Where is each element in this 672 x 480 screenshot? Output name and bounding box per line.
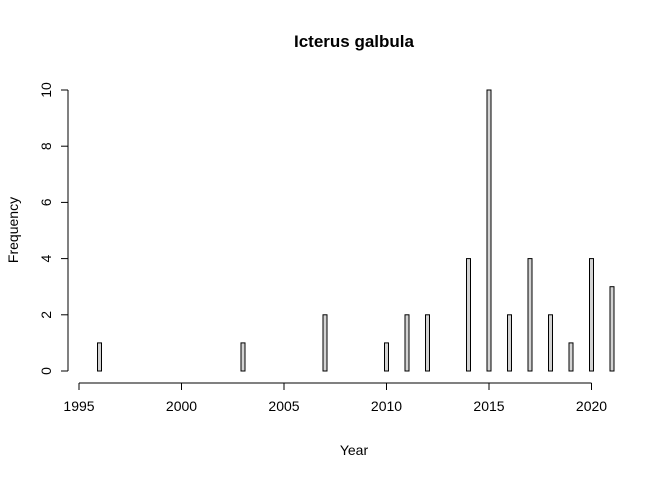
y-tick-label-0: 0 [38, 367, 54, 375]
x-axis: 1995 2000 2005 2010 2015 2020 [63, 382, 607, 414]
x-tick-label-1995: 1995 [63, 398, 94, 414]
x-tick-label-2005: 2005 [268, 398, 299, 414]
x-axis-label: Year [340, 442, 369, 458]
x-tick-label-2020: 2020 [576, 398, 607, 414]
bar-2016 [507, 314, 512, 372]
chart-title: Icterus galbula [294, 32, 415, 51]
y-tick-label-6: 6 [38, 198, 54, 206]
bar-2012 [425, 314, 430, 372]
bar-2010 [384, 342, 389, 372]
y-tick-label-10: 10 [38, 82, 54, 98]
x-tick-label-2015: 2015 [473, 398, 504, 414]
bar-2014 [466, 258, 471, 372]
bar-2011 [404, 314, 410, 372]
bar-2003 [240, 342, 246, 372]
bar-2021 [609, 286, 615, 372]
bar-2018 [548, 314, 553, 372]
bar-2015 [486, 89, 492, 372]
bar-2019 [568, 342, 574, 372]
bar-1996 [97, 342, 102, 372]
y-tick-label-8: 8 [38, 142, 54, 150]
y-axis-label: Frequency [5, 197, 21, 263]
bar-2007 [322, 314, 328, 372]
x-tick-label-2010: 2010 [371, 398, 402, 414]
y-tick-label-2: 2 [38, 311, 54, 319]
x-tick-label-2000: 2000 [166, 398, 197, 414]
bar-2020 [589, 258, 594, 372]
y-tick-label-4: 4 [38, 254, 54, 262]
y-axis: 0 2 4 6 8 10 [38, 82, 69, 375]
bar-2017 [527, 258, 533, 372]
bars-group [97, 89, 615, 372]
